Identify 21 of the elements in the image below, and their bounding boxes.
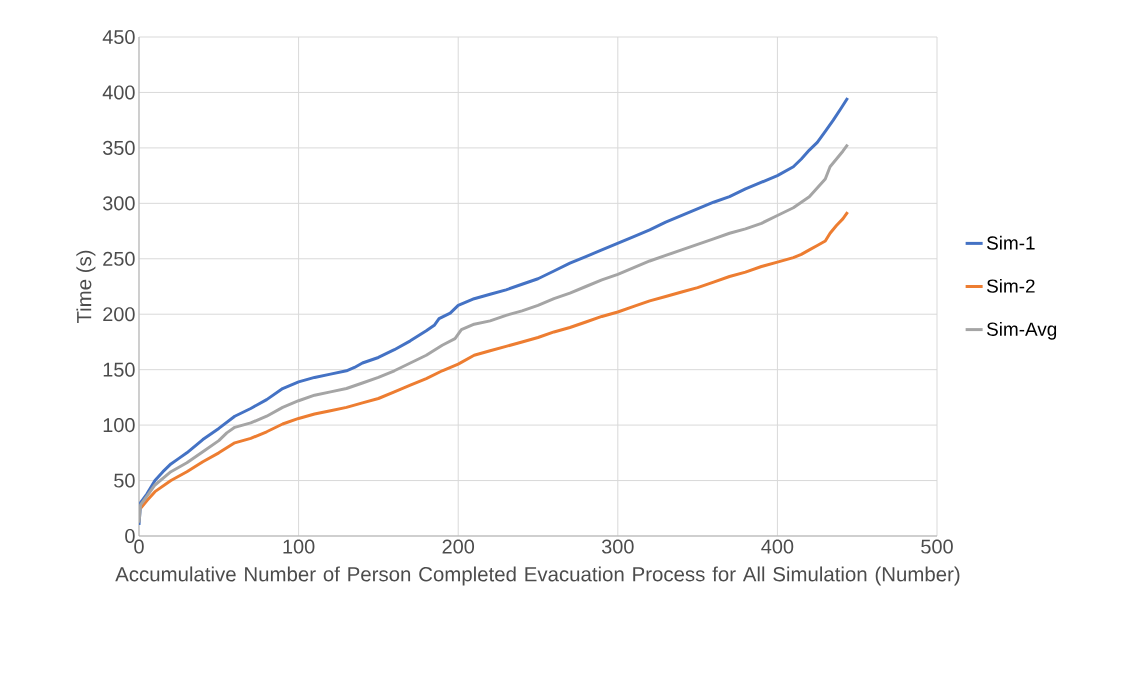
x-tick-label: 400 (761, 539, 794, 554)
x-axis-title: Accumulative Number of Person Completed Evacuation Process for All Simulation (Number) (115, 566, 960, 586)
y-tick-label: 150 (103, 362, 135, 377)
x-tick-label: 100 (283, 539, 315, 554)
y-tick-label: 50 (114, 473, 135, 488)
x-tick-label: 500 (921, 539, 953, 554)
y-tick-label: 400 (102, 85, 135, 100)
legend-label: Sim-2 (986, 278, 1035, 293)
y-tick-label: 250 (103, 251, 135, 266)
legend-label: Sim-1 (986, 235, 1035, 250)
y-tick-label: 0 (125, 528, 135, 544)
y-tick-label: 100 (103, 418, 135, 433)
y-axis-title: Time (s) (76, 250, 96, 324)
y-tick-label: 200 (103, 307, 135, 322)
y-tick-label: 450 (102, 29, 135, 45)
legend-label: Sim-Avg (986, 322, 1057, 340)
x-tick-label: 300 (601, 539, 634, 554)
y-tick-label: 350 (103, 140, 135, 155)
line-series (139, 210, 850, 510)
x-tick-label: 200 (442, 539, 475, 554)
y-tick-label: 300 (103, 196, 135, 211)
